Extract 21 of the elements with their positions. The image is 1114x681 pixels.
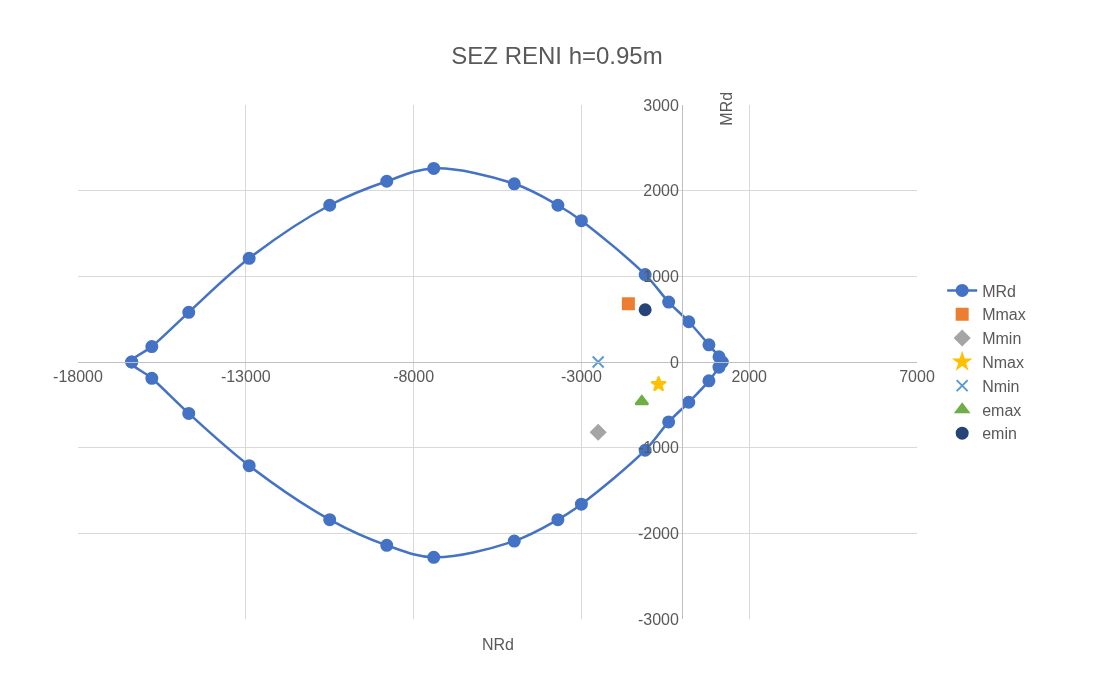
legend-label: Mmax [982,306,1026,324]
chart-title: SEZ RENI h=0.95m [451,42,663,70]
x-tick-label: -8000 [393,368,435,386]
y-axis-title: MRd [717,91,735,126]
y-tick-label: 3000 [643,96,679,114]
y-tick-label: -3000 [637,610,679,628]
legend-label: emax [982,401,1022,419]
legend-label: MRd [982,282,1016,300]
x-tick-label: -18000 [53,368,104,386]
x-tick-label: 2000 [731,368,768,386]
x-axis-title: NRd [482,636,515,653]
x-tick-label: 7000 [899,368,935,386]
x-tick-label: -3000 [560,368,602,386]
legend-label: emin [982,425,1017,443]
x-tick-label: -13000 [220,368,271,386]
legend-label: Nmin [982,377,1020,395]
legend-label: Nmax [982,354,1024,372]
legend-label: Mmin [982,330,1022,348]
y-tick-label: 2000 [643,182,679,200]
y-tick-label: 0 [669,353,679,371]
y-tick-label: -2000 [637,524,679,542]
